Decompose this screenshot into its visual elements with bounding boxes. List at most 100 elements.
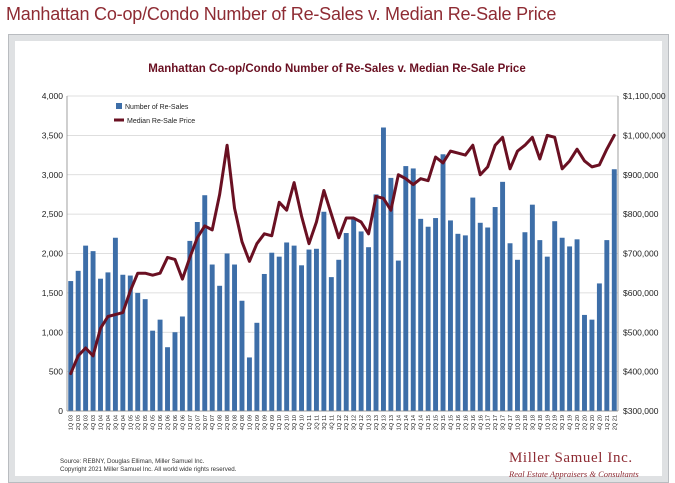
bar [559, 237, 565, 411]
bar [380, 127, 386, 411]
line-series [69, 133, 616, 376]
bar [537, 240, 543, 411]
bar [529, 204, 535, 411]
x-tick-label: 2Q 11 [314, 415, 320, 430]
bar [165, 347, 170, 411]
x-tick-label: 2Q 21 [612, 415, 618, 430]
bar [306, 249, 312, 411]
bar [232, 264, 237, 411]
x-tick-label: 1Q 05 [128, 415, 134, 430]
bar [373, 194, 379, 411]
x-tick-label: 4Q 07 [210, 415, 216, 430]
x-tick-label: 3Q 14 [411, 415, 417, 430]
x-tick-label: 4Q 13 [389, 415, 395, 430]
x-tick-label: 1Q 12 [337, 415, 343, 430]
bar [500, 181, 506, 411]
y-right-tick-label: $1,100,000 [623, 91, 666, 101]
y-right-tick-label: $400,000 [623, 367, 659, 377]
x-tick-label: 1Q 20 [575, 415, 581, 430]
x-tick-label: 3Q 03 [84, 415, 90, 430]
x-tick-label: 4Q 06 [180, 415, 186, 430]
y-right-tick-label: $1,000,000 [623, 130, 666, 140]
x-tick-label: 4Q 08 [240, 415, 246, 430]
bar [150, 330, 156, 411]
x-tick-label: 3Q 15 [441, 415, 447, 430]
bar [336, 259, 342, 411]
brand-tagline: Real Estate Appraisers & Consultants [509, 469, 639, 479]
x-tick-label: 1Q 07 [188, 415, 194, 430]
bar [611, 169, 617, 411]
bar [567, 246, 573, 411]
legend: Number of Re-Sales Median Re-Sale Price [114, 103, 195, 125]
bar [224, 253, 230, 411]
bar [179, 316, 185, 411]
x-tick-label: 3Q 09 [262, 415, 268, 430]
bar [388, 177, 394, 411]
x-tick-label: 4Q 05 [151, 415, 157, 430]
x-tick-label: 1Q 11 [307, 415, 313, 430]
bar [120, 274, 126, 411]
source-note: Source: REBNY, Douglas Elliman, Miller S… [60, 458, 205, 465]
bar [328, 277, 334, 411]
x-tick-label: 4Q 03 [91, 415, 97, 430]
x-tick-label: 1Q 13 [367, 415, 373, 430]
x-tick-label: 2Q 09 [255, 415, 261, 430]
x-tick-label: 3Q 20 [590, 415, 596, 430]
x-tick-label: 3Q 07 [203, 415, 209, 430]
bar [403, 166, 409, 411]
x-tick-label: 3Q 18 [530, 415, 536, 430]
x-tick-label: 4Q 14 [419, 415, 425, 430]
x-tick-label: 3Q 10 [292, 415, 298, 430]
y-left-tick-label: 2,000 [42, 249, 64, 259]
x-tick-label: 2Q 08 [225, 415, 231, 430]
x-tick-label: 2Q 12 [344, 415, 350, 430]
x-tick-label: 4Q 18 [538, 415, 544, 430]
x-tick-label: 1Q 15 [426, 415, 432, 430]
x-tick-label: 2Q 14 [404, 415, 410, 430]
legend-bar-label: Number of Re-Sales [125, 104, 189, 111]
x-tick-label: 3Q 19 [560, 415, 566, 430]
bar [343, 233, 349, 411]
bar [157, 319, 163, 411]
bar [142, 299, 148, 411]
axes: 0 $300,000 500 $400,000 1,000 $500,000 1,500 $6… [42, 91, 666, 430]
copyright-note: Copyright 2021 Miller Samuel Inc. All wo… [60, 466, 237, 473]
bar [261, 273, 267, 411]
x-tick-label: 3Q 16 [471, 415, 477, 430]
bar [522, 232, 528, 411]
x-tick-label: 2Q 18 [523, 415, 529, 430]
bar-series [68, 127, 617, 411]
x-tick-label: 1Q 09 [247, 415, 253, 430]
y-left-tick-label: 1,000 [42, 327, 64, 337]
x-tick-label: 2Q 19 [553, 415, 559, 430]
bar [254, 322, 260, 411]
x-tick-label: 2Q 03 [76, 415, 82, 430]
x-tick-label: 3Q 06 [173, 415, 179, 430]
x-tick-label: 1Q 16 [456, 415, 462, 430]
bar [433, 218, 439, 411]
x-tick-label: 3Q 04 [113, 415, 119, 430]
y-left-tick-label: 2,500 [42, 209, 64, 219]
x-tick-label: 1Q 06 [158, 415, 164, 430]
x-tick-label: 2Q 04 [106, 415, 112, 430]
bar [515, 259, 520, 411]
bar [507, 243, 513, 411]
x-tick-label: 1Q 14 [396, 415, 402, 430]
x-tick-label: 2Q 20 [582, 415, 588, 430]
bar [455, 233, 461, 411]
x-tick-label: 1Q 21 [605, 415, 611, 430]
x-tick-label: 4Q 19 [568, 415, 574, 430]
bar [246, 357, 252, 411]
x-tick-label: 1Q 03 [69, 415, 75, 430]
y-right-tick-label: $600,000 [623, 288, 659, 298]
x-tick-label: 2Q 16 [463, 415, 469, 430]
bar [276, 256, 282, 411]
x-tick-label: 1Q 17 [486, 415, 492, 430]
bar [112, 237, 118, 411]
chart-title: Manhattan Co-op/Condo Number of Re-Sales… [148, 63, 525, 75]
x-tick-label: 4Q 09 [270, 415, 276, 430]
x-tick-label: 1Q 18 [515, 415, 521, 430]
bar [284, 242, 290, 411]
bar [470, 197, 476, 411]
bar [217, 285, 223, 411]
